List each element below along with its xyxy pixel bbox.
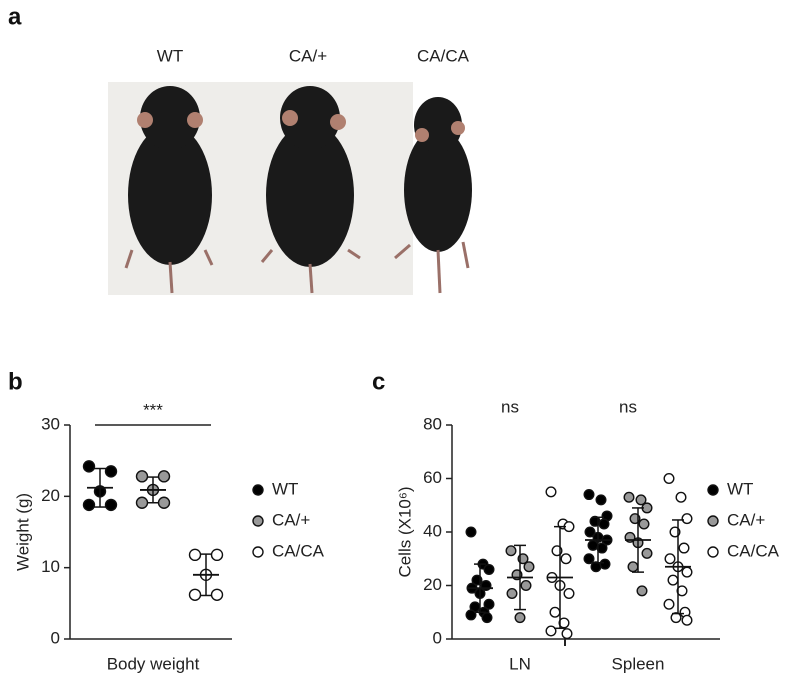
y-tick-label: 10	[41, 557, 60, 576]
data-point	[520, 580, 532, 592]
data-point	[584, 526, 596, 538]
data-point	[587, 539, 599, 551]
legend-symbol	[707, 484, 719, 496]
data-point	[481, 612, 493, 624]
data-point	[523, 561, 535, 573]
data-point	[545, 486, 557, 498]
data-point	[681, 614, 693, 626]
legend-symbol	[252, 546, 264, 558]
data-point	[663, 598, 675, 610]
legend-label: WT	[727, 479, 753, 498]
x-tick-label: Spleen	[612, 654, 665, 673]
data-point	[595, 494, 607, 506]
data-point	[210, 548, 224, 562]
data-point	[638, 518, 650, 530]
legend-symbol	[252, 515, 264, 527]
data-point	[641, 547, 653, 559]
y-axis-label: Cells (X10⁶)	[395, 486, 414, 577]
legend-label: CA/CA	[727, 541, 780, 560]
data-point	[82, 460, 96, 473]
data-point	[664, 553, 676, 565]
data-point	[506, 588, 518, 600]
legend-label: WT	[272, 479, 298, 498]
data-point	[545, 625, 557, 637]
x-tick-label: Body weight	[107, 654, 200, 673]
data-point	[590, 561, 602, 573]
y-tick-label: 0	[51, 628, 60, 647]
data-point	[483, 563, 495, 575]
legend-label: CA/+	[272, 510, 310, 529]
significance-label: ns	[619, 397, 637, 416]
y-tick-label: 20	[423, 575, 442, 594]
data-point	[627, 561, 639, 573]
legend-label: CA/CA	[272, 541, 325, 560]
genotype-label: WT	[157, 46, 183, 65]
data-point	[465, 526, 477, 538]
data-point	[563, 588, 575, 600]
significance-label: ns	[501, 397, 519, 416]
data-point	[599, 558, 611, 570]
panel-label: c	[372, 368, 385, 395]
data-point	[667, 574, 679, 586]
data-point	[505, 545, 517, 557]
data-point	[670, 612, 682, 624]
data-point	[465, 609, 477, 621]
y-tick-label: 60	[423, 468, 442, 487]
panel-label: b	[8, 368, 23, 395]
y-tick-label: 0	[433, 628, 442, 647]
data-point	[663, 473, 675, 485]
y-tick-label: 40	[423, 521, 442, 540]
legend-symbol	[707, 546, 719, 558]
data-point	[598, 518, 610, 530]
data-point	[623, 491, 635, 503]
data-point	[636, 585, 648, 597]
mouse-photo	[108, 82, 472, 295]
data-point	[560, 553, 572, 565]
data-point	[104, 498, 118, 512]
data-point	[157, 470, 171, 483]
panel-label: a	[8, 3, 22, 30]
data-point	[135, 496, 149, 509]
genotype-label: CA/CA	[417, 46, 470, 65]
data-point	[583, 489, 595, 501]
data-point	[157, 496, 171, 509]
data-point	[596, 542, 608, 554]
data-point	[210, 588, 224, 601]
data-point	[675, 491, 687, 503]
x-tick-label: LN	[509, 654, 531, 673]
data-point	[583, 553, 595, 565]
genotype-label: CA/+	[289, 46, 327, 65]
data-point	[104, 465, 118, 478]
data-point	[676, 585, 688, 597]
y-tick-label: 80	[423, 414, 442, 433]
data-point	[549, 606, 561, 618]
data-point	[82, 498, 96, 512]
data-point	[681, 566, 693, 578]
legend-symbol	[252, 484, 264, 496]
data-point	[188, 588, 202, 601]
y-axis-label: Weight (g)	[13, 493, 32, 571]
data-point	[678, 542, 690, 554]
data-point	[681, 513, 693, 525]
data-point	[514, 612, 526, 624]
y-tick-label: 30	[41, 414, 60, 433]
data-point	[188, 548, 202, 562]
significance-label: ***	[143, 400, 163, 419]
data-point	[561, 628, 573, 640]
data-point	[135, 470, 149, 483]
data-point	[635, 494, 647, 506]
data-point	[483, 598, 495, 610]
legend-symbol	[707, 515, 719, 527]
y-tick-label: 20	[41, 486, 60, 505]
legend-label: CA/+	[727, 510, 765, 529]
